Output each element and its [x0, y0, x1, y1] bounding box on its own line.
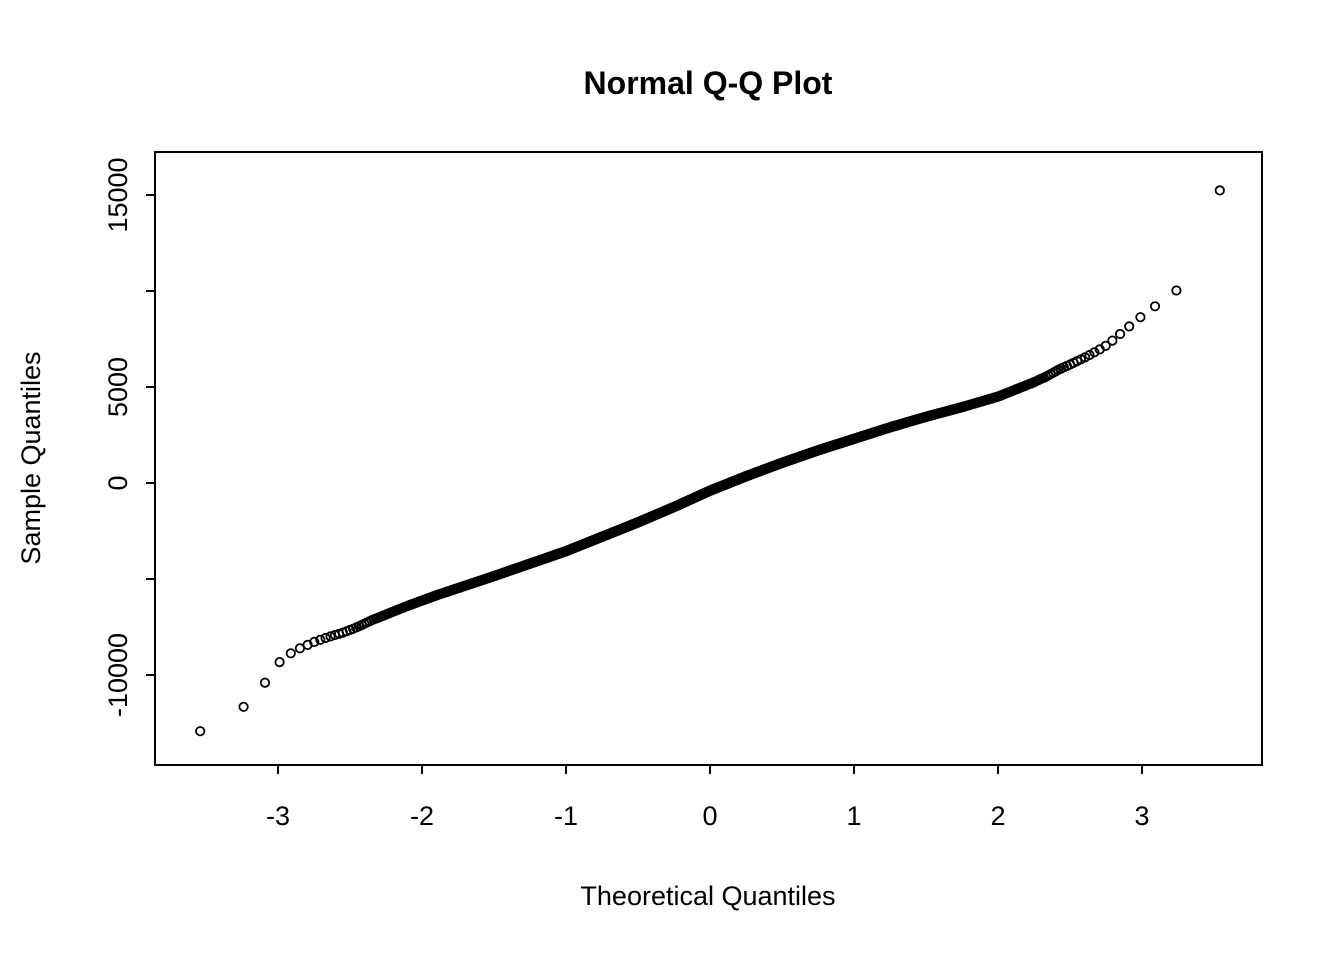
y-tick-label: 5000: [103, 357, 133, 417]
y-axis-label: Sample Quantiles: [16, 351, 46, 564]
data-point: [285, 648, 296, 659]
x-tick-label: -3: [266, 801, 290, 831]
data-point: [1084, 349, 1095, 361]
data-point: [1107, 335, 1118, 346]
x-tick-label: 2: [990, 801, 1005, 831]
data-point: [325, 631, 336, 642]
x-tick-label: 3: [1134, 801, 1149, 831]
data-point: [195, 726, 206, 737]
data-point: [1171, 285, 1182, 296]
chart-title: Normal Q-Q Plot: [584, 65, 833, 101]
x-tick-label: -1: [554, 801, 578, 831]
x-tick-label: -2: [410, 801, 434, 831]
y-tick-label: -10000: [103, 633, 133, 717]
y-tick-label: 15000: [103, 157, 133, 232]
data-point: [315, 634, 326, 645]
points-layer: [195, 185, 1225, 737]
axes-layer: -3 -2 -1 0 1 2 3 -10000 0 5000 15000: [103, 151, 1263, 831]
data-point: [274, 656, 285, 668]
data-point: [1124, 321, 1135, 332]
data-point: [1100, 340, 1111, 351]
data-point: [320, 632, 331, 644]
data-point: [309, 636, 320, 648]
x-tick-label: 1: [846, 801, 861, 831]
data-point: [1115, 328, 1126, 340]
data-point: [259, 677, 271, 688]
x-axis-label: Theoretical Quantiles: [580, 881, 835, 911]
x-tick-label: 0: [702, 801, 717, 831]
plot-box: [154, 151, 1263, 766]
data-point: [238, 701, 249, 712]
data-point: [1135, 312, 1146, 323]
y-tick-label: 0: [103, 475, 133, 490]
data-point: [1089, 347, 1100, 358]
data-point: [1149, 301, 1161, 312]
data-point: [1214, 185, 1225, 196]
